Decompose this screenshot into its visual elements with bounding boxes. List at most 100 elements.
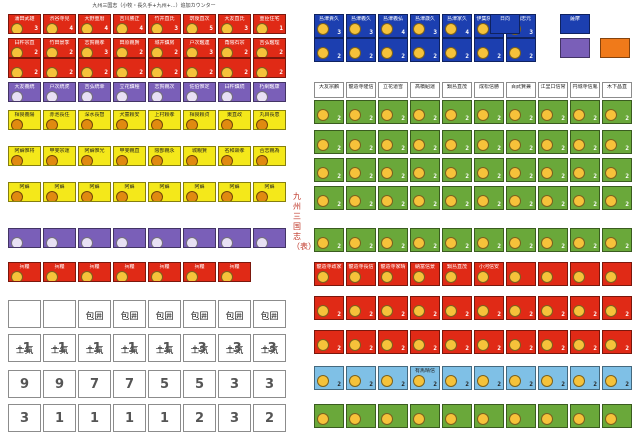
counter-label: 兵糧 (19, 264, 30, 270)
mon-crest-icon (445, 305, 457, 317)
counter-label: 有馬晴信 (414, 368, 435, 374)
counter-value: 2 (174, 49, 178, 56)
counter-label: 隈部親永 (154, 148, 175, 154)
mon-crest-icon (151, 191, 163, 201)
counter-value: 2 (369, 381, 373, 388)
mon-crest-icon (477, 167, 489, 179)
mon-crest-icon (256, 23, 268, 33)
right-counter: 2 (442, 100, 472, 124)
counter-value: 2 (529, 311, 533, 318)
right-counter (506, 404, 536, 428)
counter-value: 2 (465, 145, 469, 152)
left-counter: 竹井直氏 3 (148, 14, 181, 34)
left-counter: 包囲 (253, 300, 286, 328)
counter-value: 2 (433, 381, 437, 388)
right-counter: 2 (538, 366, 568, 390)
counter-value: 4 (139, 25, 143, 32)
mon-crest-icon (349, 271, 361, 283)
mon-crest-icon (445, 339, 457, 351)
counter-label: 包囲 (155, 312, 174, 322)
counter-value: -1 (52, 341, 67, 356)
counter-value: -1 (87, 341, 102, 356)
counter-label: 朽網鑑康 (259, 84, 280, 90)
mon-crest-icon (605, 339, 617, 351)
right-counter: 2 (538, 330, 568, 354)
mon-crest-icon (413, 139, 425, 151)
right-counter: 2 (346, 228, 376, 252)
mon-crest-icon (46, 191, 58, 201)
right-counter (570, 404, 600, 428)
counter-value: 1 (124, 411, 135, 426)
right-extra-counter: 薩摩 (560, 14, 590, 34)
counter-label: 城井鎮房 (154, 40, 175, 46)
mon-crest-icon (541, 413, 553, 425)
counter-value: 2 (497, 145, 501, 152)
mon-crest-icon (509, 271, 521, 283)
left-counter: 士気 -1 (113, 334, 146, 362)
counter-value: 3 (264, 377, 275, 392)
counter-value: 4 (465, 29, 469, 36)
mon-crest-icon (445, 195, 457, 207)
left-counter: 兵糧 (183, 262, 216, 282)
counter-value: 2 (593, 311, 597, 318)
right-counter: 2 (474, 366, 504, 390)
counter-value: 2 (625, 345, 629, 352)
counter-label: 高橋紹運 (414, 84, 435, 90)
mon-crest-icon (349, 375, 361, 387)
counter-label: 包囲 (190, 312, 209, 322)
left-counter (113, 228, 146, 248)
mon-crest-icon (541, 167, 553, 179)
right-counter: 2 (570, 130, 600, 154)
right-counter: 2 (442, 158, 472, 182)
counter-label: 兵糧 (89, 264, 100, 270)
mon-crest-icon (151, 67, 163, 77)
mon-crest-icon (349, 47, 361, 59)
counter-value: 5 (194, 377, 205, 392)
mon-crest-icon (317, 339, 329, 351)
left-counter: 阿蘇 (43, 182, 76, 202)
right-counter (410, 404, 440, 428)
mon-crest-icon (445, 167, 457, 179)
left-counter: 隈部親永 (148, 146, 181, 166)
counter-value: 3 (174, 25, 178, 32)
mon-crest-icon (413, 413, 425, 425)
left-counter: 7 (113, 370, 146, 398)
mon-crest-icon (81, 191, 93, 201)
mon-crest-icon (381, 139, 393, 151)
counter-value: 2 (337, 345, 341, 352)
counter-label: 吉川勝正 (119, 16, 140, 22)
counter-label: 島津義久 (350, 16, 371, 22)
counter-label: 新納忠元 (510, 16, 531, 22)
right-counter: 納富信景 (410, 262, 440, 286)
sheet-title-vertical: 九州三国志（表） (292, 192, 316, 251)
mon-crest-icon (46, 47, 58, 57)
mon-crest-icon (605, 271, 617, 283)
mon-crest-icon (116, 67, 128, 77)
counter-label: 島津歳久 (414, 16, 435, 22)
right-counter: 2 (602, 130, 632, 154)
right-extra-counter (600, 38, 630, 58)
right-counter: 2 (474, 186, 504, 210)
mon-crest-icon (413, 23, 425, 35)
right-counter: 2 (442, 330, 472, 354)
mon-crest-icon (81, 23, 93, 33)
left-counter: 5 (183, 370, 216, 398)
counter-label: 上村頼孝 (154, 112, 175, 118)
right-counter: 2 (346, 330, 376, 354)
mon-crest-icon (186, 67, 198, 77)
counter-value: 2 (497, 311, 501, 318)
mon-crest-icon (317, 167, 329, 179)
right-counter: 2 (314, 296, 344, 320)
counter-value: 2 (465, 381, 469, 388)
right-counter: 2 (474, 296, 504, 320)
counter-value: 2 (244, 49, 248, 56)
counter-label: 蒲田武雄 (14, 16, 35, 22)
left-counter: 角隈石宗 2 (218, 38, 251, 58)
mon-crest-icon (605, 195, 617, 207)
mon-crest-icon (256, 191, 268, 201)
counter-value: 2 (529, 345, 533, 352)
counter-label: 阿蘇 (54, 184, 65, 190)
counter-label: 薩摩 (569, 16, 580, 22)
right-counter: 2 (602, 366, 632, 390)
mon-crest-icon (541, 305, 553, 317)
